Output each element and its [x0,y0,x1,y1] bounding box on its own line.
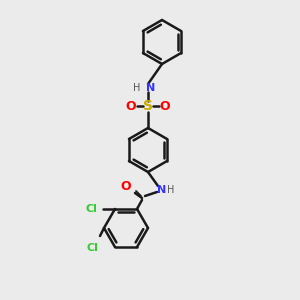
Text: N: N [158,185,166,195]
Text: O: O [160,100,170,112]
Text: Cl: Cl [86,243,98,253]
Text: H: H [133,83,140,93]
Text: O: O [121,179,131,193]
Text: O: O [126,100,136,112]
Text: S: S [143,99,153,113]
Text: H: H [167,185,175,195]
Text: N: N [146,83,155,93]
Text: Cl: Cl [85,204,97,214]
